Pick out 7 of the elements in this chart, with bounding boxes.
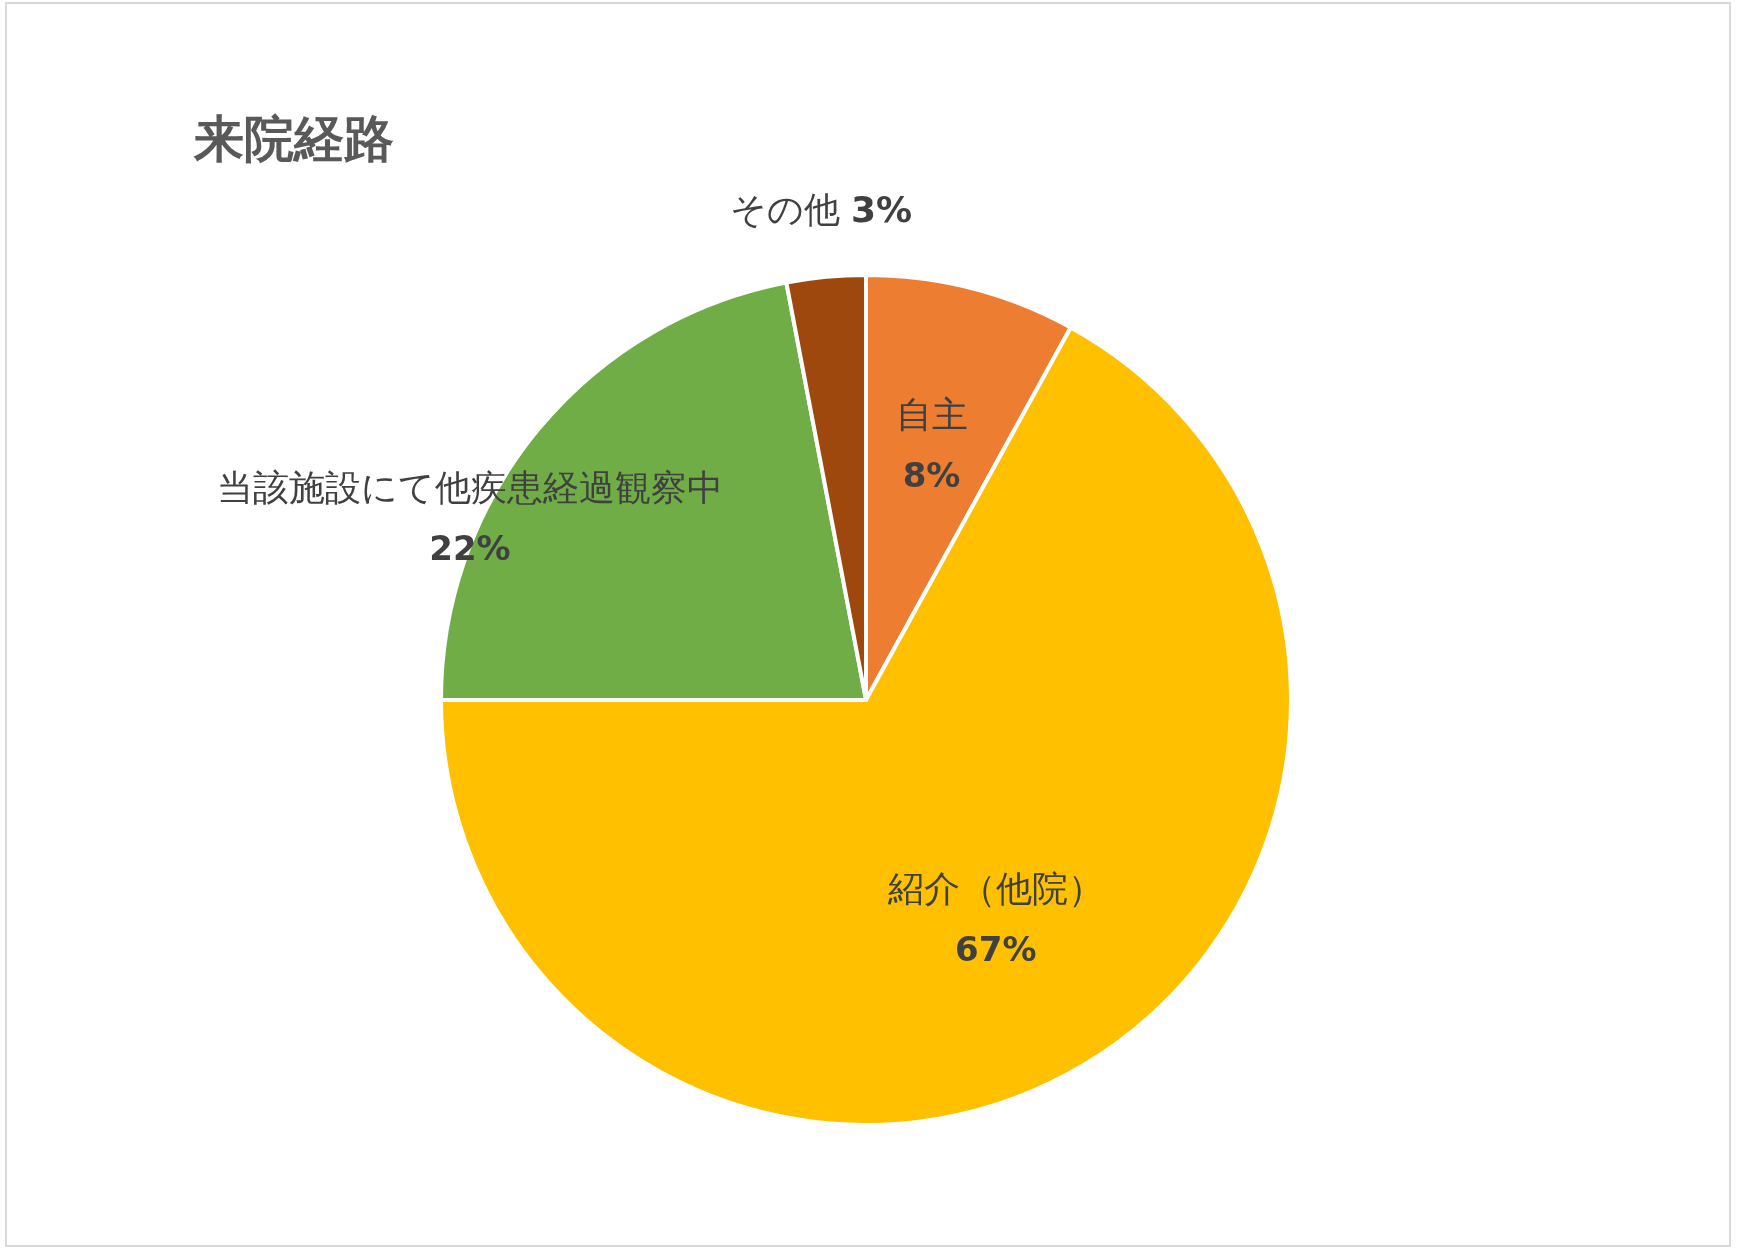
data-label: 67%: [955, 929, 1037, 970]
data-label: 3%: [850, 188, 913, 230]
slice-label: その他: [729, 188, 851, 230]
chart-title: 来院経路: [193, 110, 394, 168]
slice-label: 紹介（他院）: [886, 868, 1104, 910]
slice-label: 自主: [895, 393, 968, 435]
data-label: 8%: [902, 454, 961, 495]
